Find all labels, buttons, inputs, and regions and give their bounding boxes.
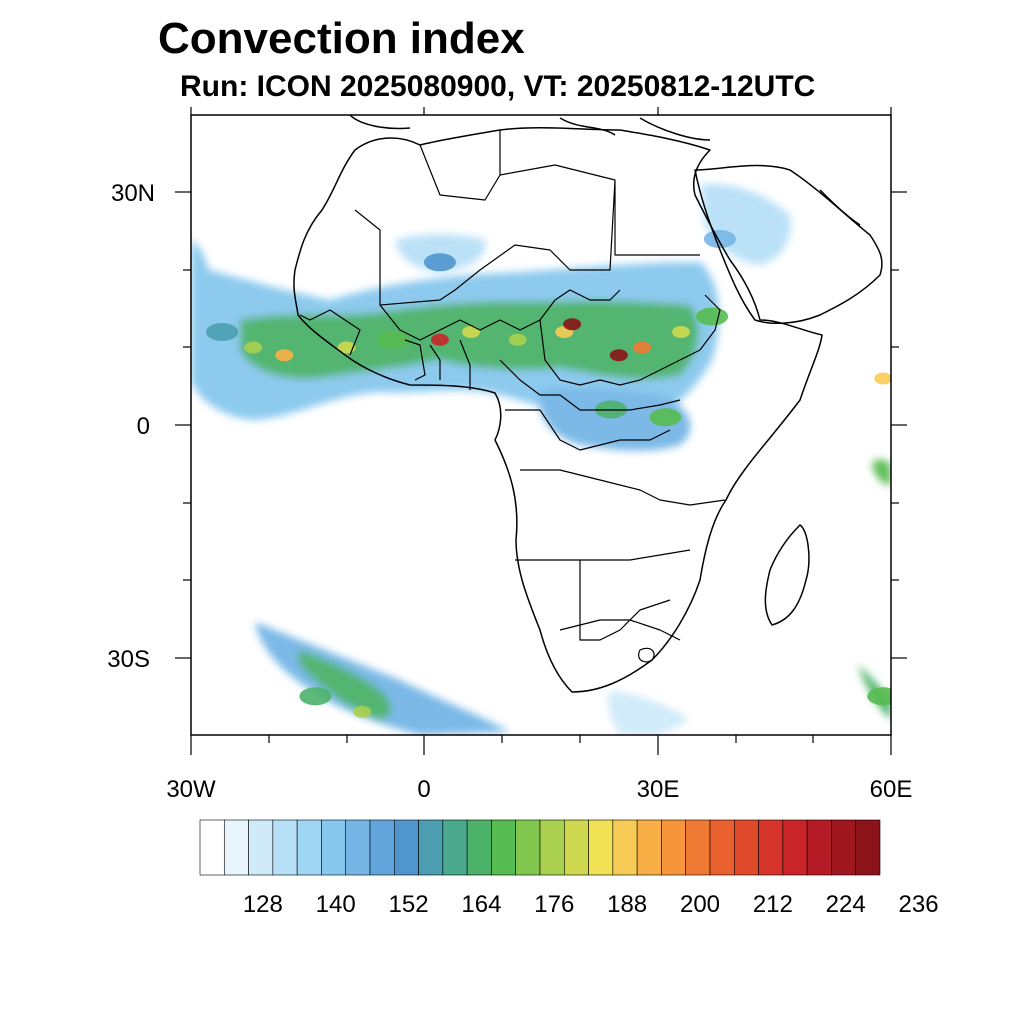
madagascar-coastline [764,524,810,626]
convection-region-south-atlantic [255,622,510,735]
colorbar-tick-label: 140 [316,891,356,918]
colorbar-swatch [855,819,881,876]
convection-cell [430,333,449,346]
convection-region-arabia [700,184,791,265]
convection-cell [672,326,690,338]
colorbar-tick-label: 128 [243,891,283,918]
colorbar-swatch [466,819,492,876]
persian-gulf [819,189,861,226]
colorbar-swatch [539,819,565,876]
convection-cell [299,687,332,706]
colorbar [199,819,881,876]
colorbar-tick-label: 176 [534,891,574,918]
colorbar-swatch [369,819,395,876]
tick-marks [175,107,907,755]
convection-cell [377,330,410,349]
convection-cell [696,307,729,326]
colorbar-swatch [831,819,857,876]
convection-cell [563,318,582,331]
y-axis-labels: 30N 0 30S [107,180,155,673]
colorbar-swatch [661,819,687,876]
x-tick-label-0: 0 [417,776,430,803]
colorbar-tick-label: 236 [899,891,939,918]
colorbar-labels: 128 140 152 164 176 188 200 212 224 236 [243,891,939,918]
convection-cell [275,349,294,362]
colorbar-swatch [248,819,274,876]
colorbar-tick-label: 164 [461,891,501,918]
plot-title: Convection index [158,14,525,63]
colorbar-tick-label: 188 [607,891,647,918]
convection-cell [353,705,372,718]
africa-coastline [293,127,823,693]
colorbar-swatch [223,819,249,876]
lesotho-border [638,647,655,663]
convection-region-congo [539,387,691,451]
colorbar-swatch [321,819,347,876]
convection-cell [337,341,356,354]
plot-subtitle: Run: ICON 2025080900, VT: 20250812-12UTC [180,70,816,103]
convection-region-north-sahara [395,234,486,272]
colorbar-tick-label: 212 [753,891,793,918]
convection-cell [649,408,682,427]
colorbar-swatch [709,819,735,876]
colorbar-swatch [612,819,638,876]
colorbar-tick-label: 200 [680,891,720,918]
borders-layer [299,130,726,663]
y-tick-label-0: 0 [137,413,150,440]
convection-cell [462,326,480,338]
convection-cell [703,230,736,248]
convection-cell [206,323,239,341]
convection-cell [508,333,527,346]
country-borders [299,130,726,641]
colorbar-swatch [563,819,589,876]
x-tick-label-30e: 30E [637,776,680,803]
colorbar-swatch [782,819,808,876]
colorbar-swatch [491,819,517,876]
colorbar-swatch [588,819,614,876]
colorbar-swatch [418,819,444,876]
coastline-layer [293,115,883,693]
y-tick-label-30n: 30N [111,180,155,207]
colorbar-swatch [345,819,371,876]
colorbar-swatch [806,819,832,876]
convection-region-indian-ocean-east [872,459,891,486]
convection-region-south-atlantic-core [298,650,392,720]
convection-cell [633,341,652,354]
colorbar-swatch [636,819,662,876]
convection-field [191,184,891,735]
colorbar-swatch [758,819,784,876]
convection-cell [867,687,891,706]
colorbar-tick-label: 152 [389,891,429,918]
x-axis-labels: 30W 0 30E 60E [166,776,912,803]
colorbar-swatch [296,819,322,876]
colorbar-swatch [199,819,225,876]
convection-cell [244,341,263,354]
colorbar-swatch [393,819,419,876]
x-tick-label-30w: 30W [166,776,216,803]
colorbar-swatch [733,819,759,876]
colorbar-swatch [685,819,711,876]
convection-region-atlantic-coast [191,240,210,307]
convection-region-mozambique-channel [608,690,690,735]
colorbar-tick-label: 224 [826,891,866,918]
convection-cell [423,253,456,272]
colorbar-swatch [515,819,541,876]
convection-cell [609,349,628,362]
colorbar-swatch [272,819,298,876]
convection-region-sahel-core [240,300,699,380]
colorbar-swatch [442,819,468,876]
mediterranean-north-coast [349,115,711,141]
convection-cell [874,372,891,385]
arabia-coastline [694,164,883,325]
x-tick-label-60e: 60E [870,776,913,803]
y-tick-label-30s: 30S [107,646,150,673]
